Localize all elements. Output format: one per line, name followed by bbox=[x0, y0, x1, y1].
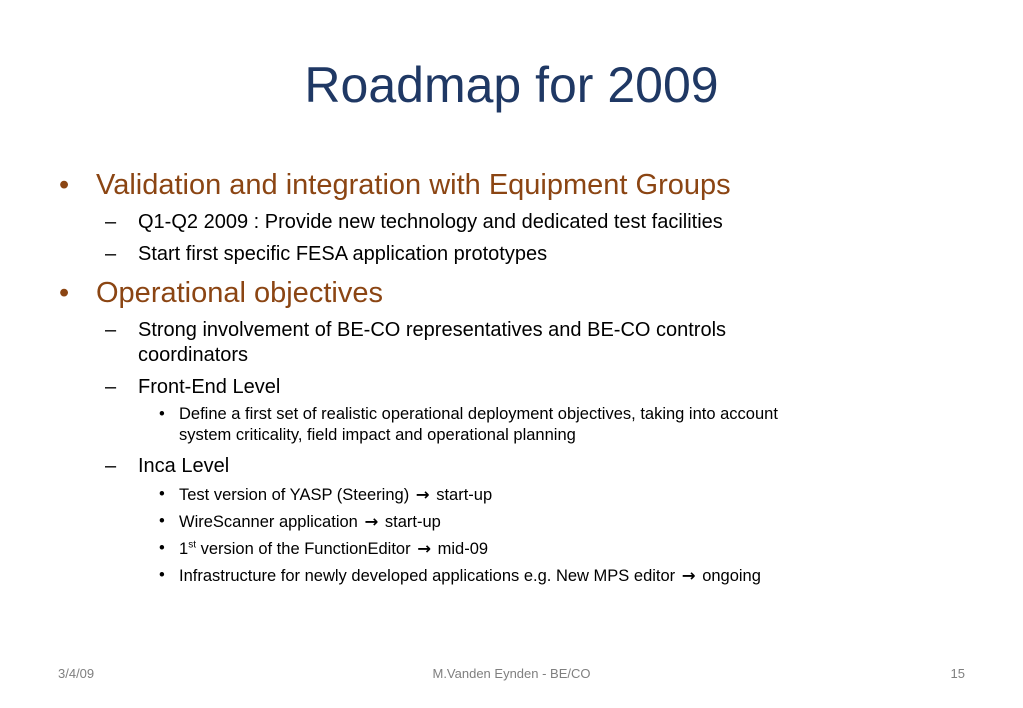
bullet-marker: • bbox=[59, 169, 70, 201]
section-heading: • Operational objectives bbox=[59, 276, 383, 311]
sub-list-item-result: start-up bbox=[384, 513, 441, 531]
sub-list-item: • 1st version of the FunctionEditor → mi… bbox=[159, 538, 489, 560]
slide-title: Roadmap for 2009 bbox=[304, 57, 719, 113]
list-item: – Start first specific FESA application … bbox=[105, 242, 548, 267]
ordinal-suffix: st bbox=[188, 539, 196, 551]
list-item: – Inca Level bbox=[105, 454, 230, 479]
sub-list-item-text: Test version of YASP (Steering) bbox=[179, 486, 410, 504]
sub-list-item-result: mid-09 bbox=[437, 540, 489, 558]
bullet-marker: • bbox=[159, 405, 165, 423]
sub-list-item-text: version of the FunctionEditor bbox=[200, 540, 411, 558]
bullet-marker: • bbox=[159, 485, 165, 503]
dash-marker: – bbox=[105, 211, 117, 233]
sub-list-item-text-line: system criticality, field impact and ope… bbox=[179, 426, 576, 445]
section-heading: • Validation and integration with Equipm… bbox=[59, 168, 731, 203]
sub-list-item-text-line: Define a first set of realistic operatio… bbox=[179, 405, 778, 423]
list-item-text-line: coordinators bbox=[138, 344, 249, 366]
footer-date: 3/4/09 bbox=[58, 666, 95, 681]
dash-marker: – bbox=[105, 455, 117, 477]
list-item-text: Start first specific FESA application pr… bbox=[138, 243, 548, 265]
arrow-right-icon: → bbox=[364, 512, 379, 531]
list-item-text-line: Strong involvement of BE-CO representati… bbox=[138, 319, 727, 341]
sub-list-item: • Define a first set of realistic operat… bbox=[159, 404, 778, 447]
bullet-marker: • bbox=[59, 277, 70, 309]
list-item: – Front-End Level bbox=[105, 375, 281, 400]
sub-list-item: • WireScanner application → start-up bbox=[159, 511, 441, 533]
sub-list-item-result: ongoing bbox=[702, 567, 761, 585]
section1-heading: Validation and integration with Equipmen… bbox=[96, 169, 731, 201]
list-item-text: Front-End Level bbox=[138, 376, 281, 398]
list-item: – Q1-Q2 2009 : Provide new technology an… bbox=[105, 210, 723, 235]
arrow-right-icon: → bbox=[417, 539, 432, 558]
bullet-marker: • bbox=[159, 566, 165, 584]
sub-list-item-text: Infrastructure for newly developed appli… bbox=[179, 567, 676, 585]
list-item: – Strong involvement of BE-CO representa… bbox=[105, 318, 727, 368]
bullet-marker: • bbox=[159, 539, 165, 557]
sub-list-item-result: start-up bbox=[436, 486, 493, 504]
sub-list-item-prefix: 1 bbox=[179, 540, 189, 558]
arrow-right-icon: → bbox=[415, 485, 430, 504]
arrow-right-icon: → bbox=[681, 566, 696, 585]
list-item-text: Inca Level bbox=[138, 455, 230, 477]
dash-marker: – bbox=[105, 243, 117, 265]
footer-author: M.Vanden Eynden - BE/CO bbox=[432, 666, 591, 681]
footer-page-number: 15 bbox=[950, 666, 965, 681]
sub-list-item: • Infrastructure for newly developed app… bbox=[159, 565, 761, 587]
dash-marker: – bbox=[105, 319, 117, 341]
list-item-text: Q1-Q2 2009 : Provide new technology and … bbox=[138, 211, 723, 233]
sub-list-item-text: WireScanner application bbox=[179, 513, 358, 531]
bullet-marker: • bbox=[159, 512, 165, 530]
dash-marker: – bbox=[105, 376, 117, 398]
sub-list-item: • Test version of YASP (Steering) → star… bbox=[159, 484, 493, 506]
section2-heading: Operational objectives bbox=[96, 277, 383, 309]
